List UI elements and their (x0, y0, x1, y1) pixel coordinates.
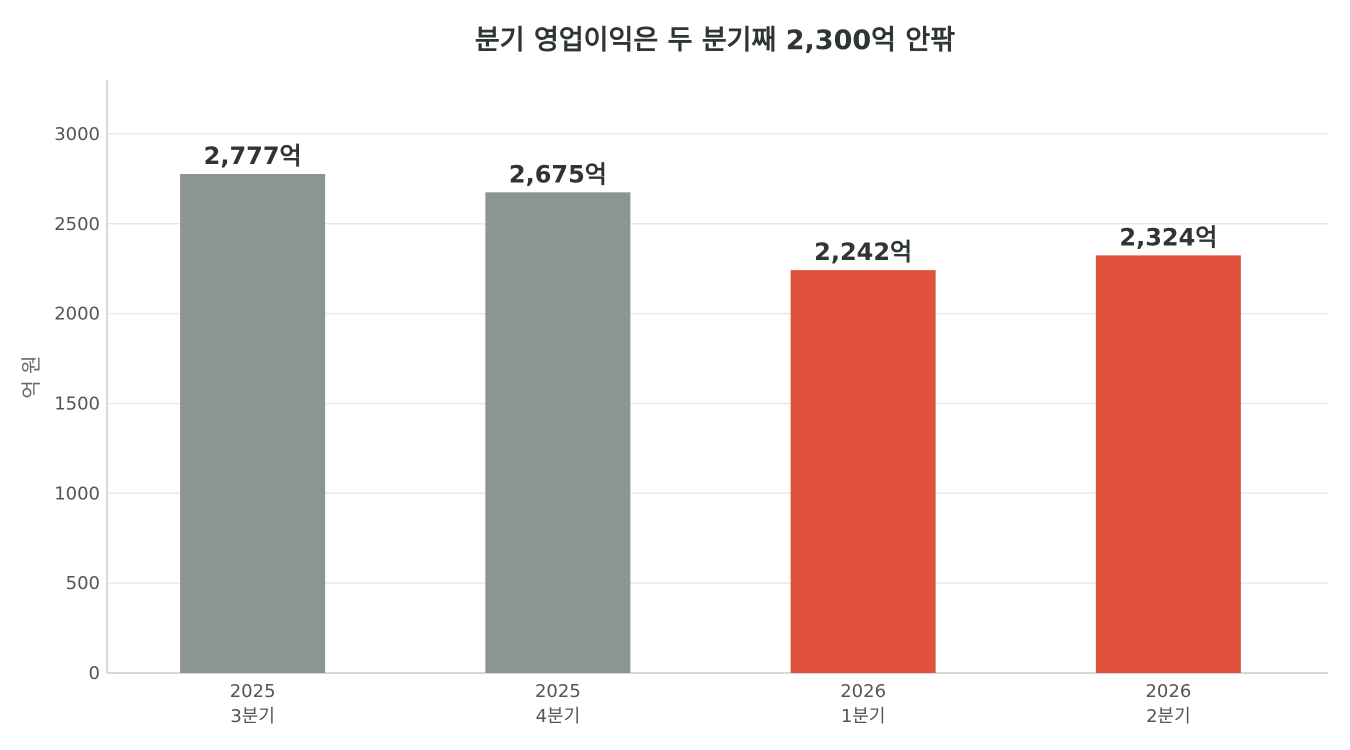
bar-0 (180, 173, 326, 674)
y-tick-label-2000: 2000 (54, 304, 100, 325)
x-tick-year-3: 2026 (1145, 681, 1191, 702)
y-tick-label-3000: 3000 (54, 124, 100, 145)
bar-2 (790, 270, 936, 673)
y-tick-label-2500: 2500 (54, 214, 100, 235)
x-tick-year-0: 2025 (230, 681, 276, 702)
y-tick-label-1000: 1000 (54, 483, 100, 504)
bar-3 (1095, 255, 1241, 673)
data-label-0: 2,777억 (204, 142, 302, 170)
x-tick-year-2: 2026 (840, 681, 886, 702)
x-tick-year-1: 2025 (535, 681, 581, 702)
x-tick-quarter-2: 1분기 (841, 706, 886, 727)
x-tick-quarter-3: 2분기 (1146, 706, 1191, 727)
x-tick-quarter-0: 3분기 (230, 706, 275, 727)
data-label-2: 2,242억 (814, 238, 912, 266)
y-tick-label-500: 500 (66, 573, 100, 594)
x-tick-quarter-1: 4분기 (536, 706, 581, 727)
y-tick-label-0: 0 (89, 663, 100, 684)
bar-1 (485, 192, 631, 673)
chart-title: 분기 영업이익은 두 분기째 2,300억 안팎 (474, 25, 956, 56)
data-label-3: 2,324억 (1119, 223, 1217, 251)
data-label-1: 2,675억 (509, 160, 607, 188)
y-tick-label-1500: 1500 (54, 393, 100, 414)
y-axis-label: 억 원 (19, 355, 43, 398)
